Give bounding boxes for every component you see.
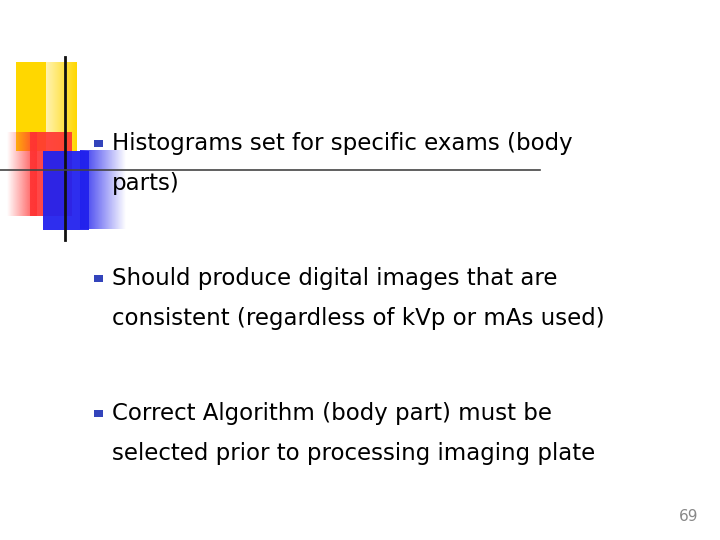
Text: Correct Algorithm (body part) must be: Correct Algorithm (body part) must be	[112, 402, 552, 424]
Bar	[94, 275, 104, 282]
Text: consistent (regardless of kVp or mAs used): consistent (regardless of kVp or mAs use…	[112, 307, 604, 330]
Text: Histograms set for specific exams (body: Histograms set for specific exams (body	[112, 132, 572, 154]
Bar	[43, 151, 89, 230]
Text: Should produce digital images that are: Should produce digital images that are	[112, 267, 557, 289]
Bar	[94, 140, 104, 147]
Bar	[30, 132, 72, 216]
Text: 69: 69	[679, 509, 698, 524]
Bar	[16, 62, 77, 151]
Text: selected prior to processing imaging plate: selected prior to processing imaging pla…	[112, 442, 595, 465]
Bar	[94, 410, 104, 417]
Text: parts): parts)	[112, 172, 179, 195]
